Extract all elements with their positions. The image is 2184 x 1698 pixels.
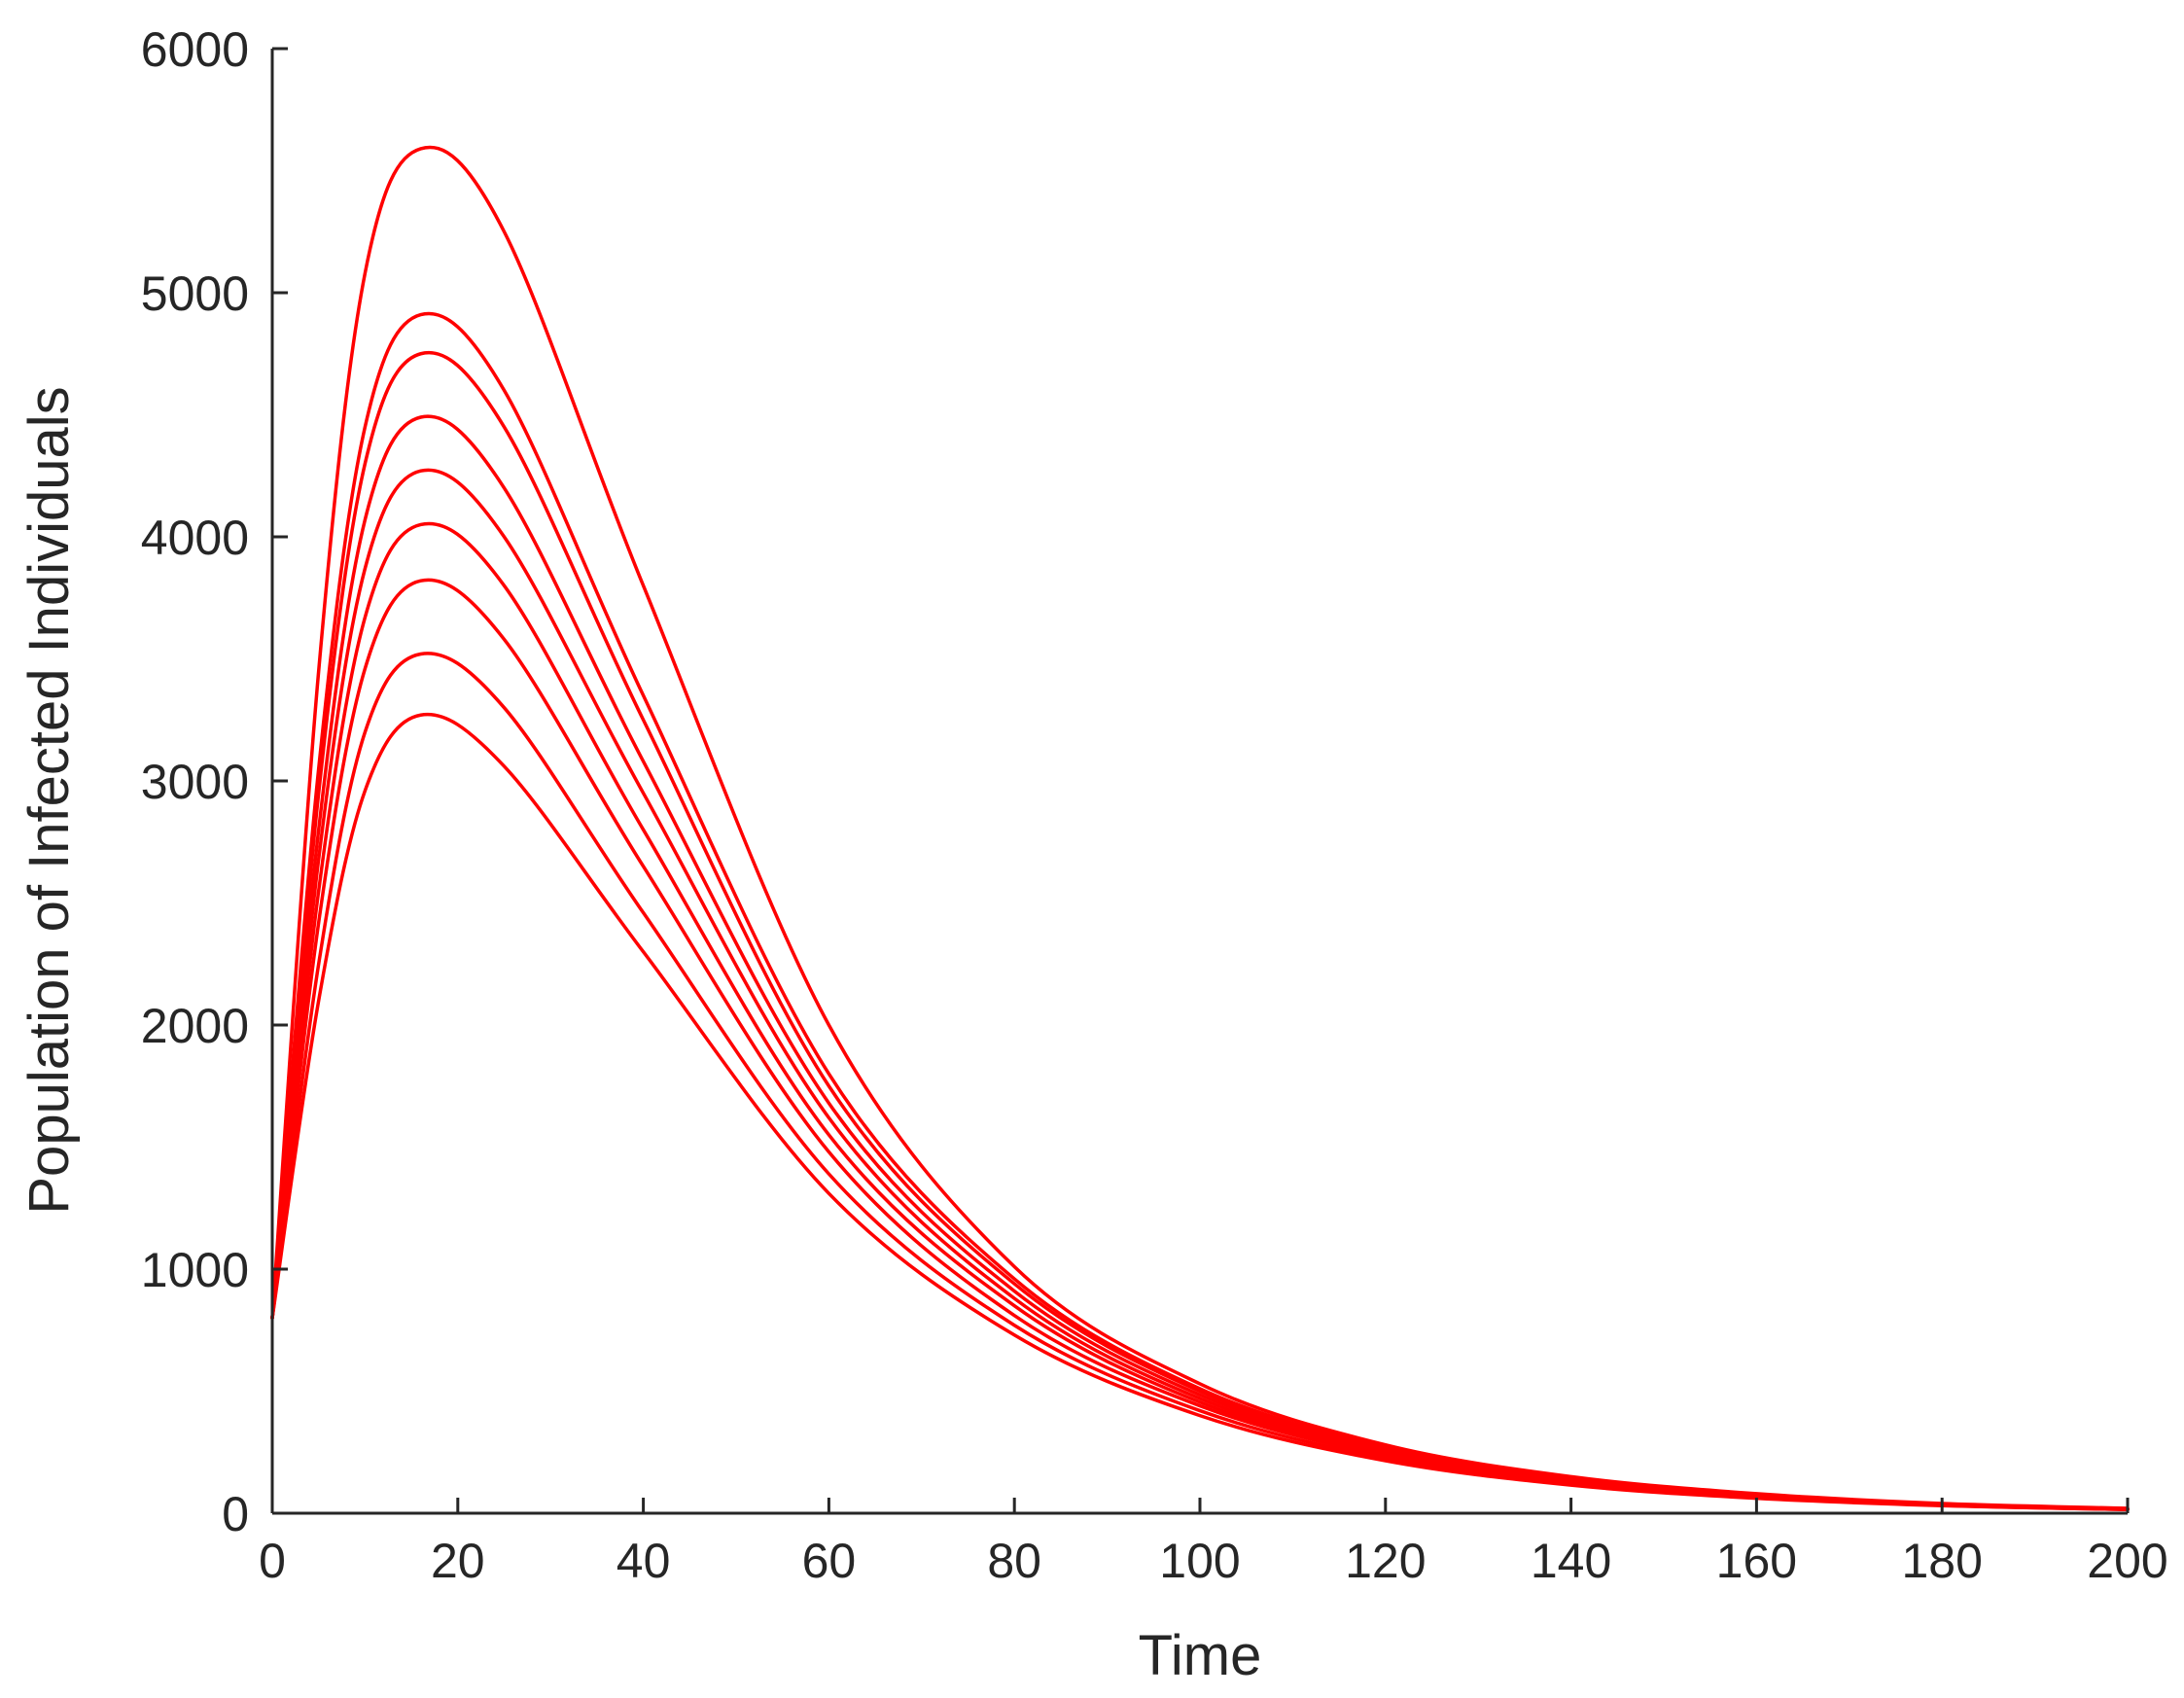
x-tick-label: 100: [1159, 1534, 1240, 1588]
y-axis-title: Population of Infected Individuals: [18, 386, 81, 1214]
y-tick-label: 0: [222, 1487, 249, 1541]
series-line: [270, 712, 2130, 1511]
x-tick-label: 200: [2087, 1534, 2167, 1588]
x-tick-label: 180: [1901, 1534, 1982, 1588]
series-line: [270, 414, 2130, 1511]
series-line: [270, 145, 2130, 1510]
x-axis-title: Time: [1139, 1624, 1262, 1687]
y-tick-label: 4000: [141, 511, 249, 565]
series-line: [270, 350, 2130, 1511]
y-tick-label: 6000: [141, 22, 249, 77]
x-tick-label: 20: [431, 1534, 485, 1588]
series-line: [270, 652, 2130, 1511]
series-line: [270, 578, 2130, 1511]
x-tick-label: 120: [1345, 1534, 1426, 1588]
series-layer: [270, 145, 2130, 1511]
series-line: [270, 311, 2130, 1511]
x-tick-label: 140: [1531, 1534, 1611, 1588]
x-tick-label: 0: [259, 1534, 286, 1588]
axes-layer: 0 20 40 60 80 100 120 140 160 180 2000100020003000…: [141, 22, 2168, 1588]
x-tick-label: 60: [802, 1534, 857, 1588]
x-tick-label: 160: [1716, 1534, 1797, 1588]
y-tick-label: 3000: [141, 755, 249, 809]
y-tick-label: 2000: [141, 999, 249, 1053]
x-tick-label: 80: [987, 1534, 1041, 1588]
y-tick-label: 5000: [141, 266, 249, 321]
x-tick-label: 40: [616, 1534, 671, 1588]
y-tick-label: 1000: [141, 1243, 249, 1297]
series-line: [270, 521, 2130, 1511]
series-line: [270, 468, 2130, 1511]
